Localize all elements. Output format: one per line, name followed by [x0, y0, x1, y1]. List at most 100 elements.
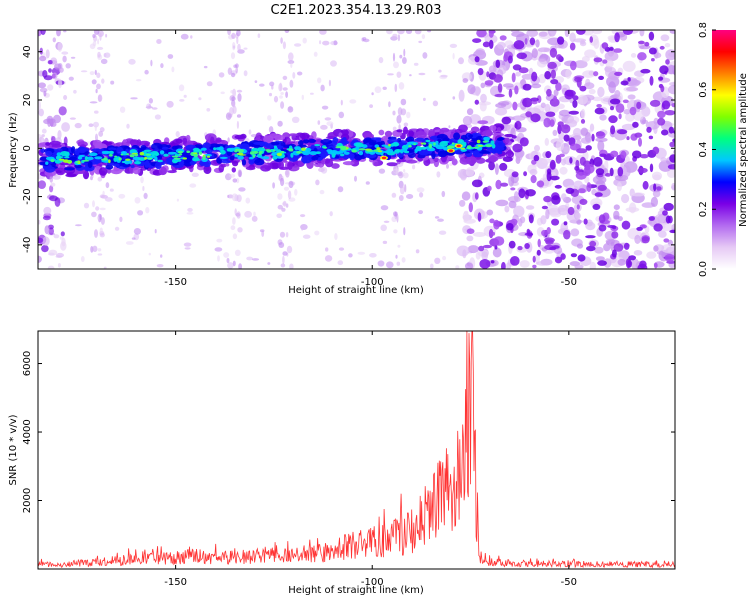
- spectrogram-cell: [301, 94, 304, 100]
- spectrogram-cell: [105, 164, 114, 170]
- spectrogram-cell: [203, 165, 212, 175]
- spectrogram-cell: [99, 232, 105, 238]
- spectrogram-cell: [330, 60, 337, 67]
- spectrogram-cell: [557, 121, 564, 127]
- spectrogram-cell: [640, 68, 651, 74]
- spectrogram-cell: [488, 228, 494, 239]
- spectrogram-cell: [494, 142, 506, 148]
- spectrogram-cell: [659, 45, 665, 50]
- spectrogram-cell: [240, 143, 250, 151]
- spectrogram-cell: [171, 155, 179, 158]
- spectrogram-cell: [549, 47, 558, 58]
- spectrogram-cell: [575, 171, 587, 180]
- spectrogram-cell: [434, 257, 441, 264]
- spectrogram-cell: [218, 164, 225, 173]
- spectrogram-cell: [623, 242, 630, 250]
- spectrogram-cell: [638, 137, 642, 147]
- spectrogram-cell: [229, 155, 235, 161]
- spectrogram-cell: [470, 126, 480, 133]
- y-tick-label: 40: [22, 45, 33, 58]
- spectrogram-cell: [135, 79, 142, 82]
- spectrogram-cell: [99, 167, 108, 176]
- spectrogram-cell: [319, 189, 325, 195]
- spectrogram-cell: [583, 218, 588, 225]
- spectrogram-cell: [118, 157, 122, 161]
- spectrogram-cell: [214, 247, 223, 252]
- spectrogram-cell: [500, 182, 509, 187]
- spectrogram-cell: [253, 211, 256, 217]
- spectrogram-cell: [261, 230, 265, 237]
- spectrogram-cell: [354, 175, 357, 182]
- spectrogram-cell: [465, 156, 477, 165]
- spectrogram-cell: [396, 159, 407, 163]
- colorbar: 0.0 0.2 0.4 0.6 0.8 Normalized spectral ampl…: [698, 22, 749, 277]
- spectrogram-cell: [543, 195, 552, 203]
- spectrogram-cell: [108, 154, 113, 157]
- spectrogram-cell: [380, 205, 389, 211]
- spectrogram-cell: [543, 117, 551, 128]
- spectrogram-cell: [649, 99, 661, 107]
- spectrogram-cell: [88, 152, 98, 157]
- spectrogram-cell: [664, 253, 675, 262]
- spectrogram-cell: [549, 98, 560, 107]
- spectrogram-cell: [531, 100, 538, 105]
- spectrogram-cell: [94, 110, 99, 114]
- spectrogram-cell: [656, 186, 662, 191]
- spectrogram-cell: [290, 152, 294, 158]
- spectrogram-cell: [531, 71, 538, 82]
- spectrogram-cell: [452, 96, 456, 100]
- colorbar-tick-label: 0.0: [698, 261, 709, 277]
- spectrogram-cell: [120, 153, 124, 156]
- spectrogram-cell: [198, 151, 203, 155]
- spectrogram-cell: [613, 215, 620, 220]
- spectrogram-cell: [48, 249, 58, 256]
- spectrogram-cell: [105, 182, 110, 189]
- spectrogram-cell: [493, 236, 505, 246]
- spectrogram-cell: [453, 132, 461, 140]
- spectrogram-cell: [51, 144, 62, 148]
- spectrogram-cell: [536, 180, 545, 188]
- y-tick-label: 4000: [22, 419, 33, 444]
- spectrogram-cell: [507, 149, 513, 157]
- spectrogram-cell: [488, 39, 494, 50]
- spectrogram-cell: [492, 231, 496, 236]
- spectrogram-cell: [516, 52, 528, 60]
- spectrogram-cell: [502, 83, 514, 88]
- spectrogram-cell: [154, 114, 161, 120]
- spectrogram-cell: [60, 231, 65, 237]
- spectrogram-cell: [53, 114, 61, 124]
- spectrogram-cell: [236, 177, 240, 184]
- spectrogram-cell: [52, 175, 61, 180]
- spectrogram-cell: [83, 202, 90, 209]
- spectrogram-cell: [592, 175, 607, 185]
- spectrogram-cell: [535, 261, 550, 266]
- spectrogram-cell: [649, 75, 654, 86]
- spectrogram-cell: [530, 175, 537, 184]
- spectrogram-cell: [178, 84, 185, 92]
- spectrogram-cell: [569, 42, 576, 51]
- spectrogram-cell: [585, 235, 596, 239]
- spectrogram-cell: [504, 133, 514, 138]
- spectrogram-cell: [664, 110, 675, 116]
- spectrogram-cell: [661, 129, 669, 136]
- spectrogram-cell: [629, 79, 642, 86]
- x-tick-label: -50: [561, 577, 577, 588]
- spectrogram-cell: [44, 166, 56, 173]
- spectrogram-cell: [358, 148, 366, 151]
- spectrogram-cell: [118, 193, 126, 199]
- spectrogram-cell: [61, 122, 70, 132]
- spectrogram-cell: [478, 245, 485, 252]
- spectrogram-cell: [603, 243, 611, 252]
- spectrogram-cell: [60, 151, 69, 157]
- spectrogram-cell: [402, 130, 411, 134]
- spectrogram-cell: [236, 194, 242, 203]
- spectrogram-cell: [342, 161, 355, 166]
- spectrogram-cell: [467, 245, 479, 254]
- spectrogram-cell: [579, 198, 588, 205]
- spectrogram-cell: [310, 92, 314, 95]
- spectrogram-cell: [232, 178, 238, 183]
- spectrogram-cell: [477, 212, 482, 222]
- spectrogram-cell: [409, 74, 412, 77]
- snr-x-label: Height of straight line (km): [288, 585, 424, 596]
- spectrogram-cell: [184, 247, 191, 250]
